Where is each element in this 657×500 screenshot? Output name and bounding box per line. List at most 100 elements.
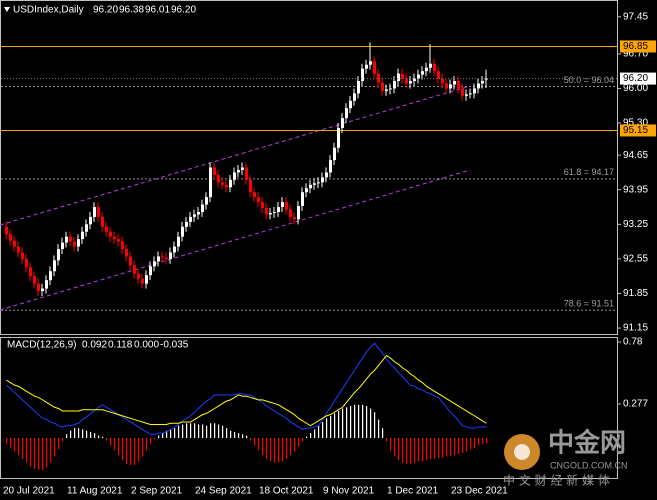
histogram-bar bbox=[242, 434, 244, 439]
y-tick-label: 0.78 bbox=[623, 337, 643, 348]
histogram-bar bbox=[10, 438, 12, 448]
candle-body bbox=[169, 252, 172, 259]
candle-body bbox=[57, 249, 60, 261]
candle-body bbox=[349, 100, 352, 109]
candle-body bbox=[413, 78, 416, 82]
candle-body bbox=[229, 179, 232, 188]
watermark-site: CNGOLD.COM.CN bbox=[550, 460, 628, 470]
readout-close: 96.20 bbox=[171, 5, 196, 16]
channel-lower bbox=[0, 169, 471, 311]
histogram-bar bbox=[254, 438, 256, 446]
menu-triangle[interactable] bbox=[4, 7, 10, 12]
candle-body bbox=[105, 226, 108, 232]
candle-body bbox=[473, 88, 476, 94]
histogram-bar bbox=[106, 438, 108, 441]
histogram-bar bbox=[462, 438, 464, 453]
histogram-bar bbox=[30, 438, 32, 467]
candle-body bbox=[149, 266, 152, 276]
candle-body bbox=[461, 88, 464, 96]
histogram-bar bbox=[138, 438, 140, 462]
candle-body bbox=[373, 61, 376, 74]
level-label: 96.85 bbox=[623, 41, 648, 52]
y-tick-label: 91.85 bbox=[623, 288, 648, 299]
histogram-bar bbox=[86, 430, 88, 439]
candle-body bbox=[377, 73, 380, 83]
histogram-bar bbox=[198, 424, 200, 439]
macd-readout: 0.118 bbox=[108, 340, 133, 351]
histogram-bar bbox=[38, 438, 40, 471]
y-tick-label: 93.25 bbox=[623, 219, 648, 230]
candle-body bbox=[261, 202, 264, 209]
watermark-brand: 中金网 bbox=[548, 428, 626, 459]
macd-readout: 0.092 bbox=[82, 340, 107, 351]
histogram-bar bbox=[142, 438, 144, 457]
histogram-bar bbox=[294, 438, 296, 452]
histogram-bar bbox=[314, 429, 316, 439]
histogram-bar bbox=[42, 438, 44, 471]
histogram-bar bbox=[166, 430, 168, 439]
histogram-bar bbox=[414, 438, 416, 463]
x-tick-label: 11 Aug 2021 bbox=[67, 486, 123, 497]
histogram-bar bbox=[334, 413, 336, 439]
histogram-bar bbox=[178, 425, 180, 439]
histogram-bar bbox=[226, 428, 228, 439]
y-tick-label: 96.00 bbox=[623, 83, 648, 94]
histogram-bar bbox=[418, 438, 420, 462]
candle-body bbox=[273, 211, 276, 213]
candle-body bbox=[25, 258, 28, 268]
channel-upper bbox=[0, 85, 471, 226]
candle-body bbox=[73, 241, 76, 247]
level-label: 95.15 bbox=[623, 125, 648, 136]
candle-body bbox=[393, 81, 396, 89]
candle-body bbox=[165, 257, 168, 259]
histogram-bar bbox=[398, 438, 400, 461]
candle-body bbox=[293, 216, 296, 220]
candle-body bbox=[321, 177, 324, 183]
histogram-bar bbox=[306, 436, 308, 439]
histogram-bar bbox=[194, 423, 196, 439]
candle-body bbox=[409, 81, 412, 84]
candle-body bbox=[141, 278, 144, 284]
histogram-bar bbox=[378, 419, 380, 439]
candle-body bbox=[465, 94, 468, 96]
watermark-tagline: 中 文 财 经 新 媒 体 bbox=[503, 473, 610, 488]
histogram-bar bbox=[218, 424, 220, 439]
candle-body bbox=[129, 256, 132, 266]
candle-body bbox=[153, 261, 156, 267]
histogram-bar bbox=[222, 425, 224, 439]
macd-title: MACD(12,26,9) bbox=[7, 340, 76, 351]
candle-body bbox=[237, 169, 240, 173]
level-tag bbox=[620, 124, 656, 137]
candle-body bbox=[217, 174, 220, 183]
candle-body bbox=[41, 288, 44, 292]
candle-body bbox=[365, 64, 368, 69]
candle-body bbox=[313, 183, 316, 185]
histogram-bar bbox=[170, 429, 172, 439]
symbol-title: USDIndex,Daily bbox=[13, 5, 84, 16]
macd-readout: -0.035 bbox=[160, 340, 189, 351]
main-panel-frame bbox=[0, 0, 618, 335]
candle-body bbox=[69, 236, 72, 242]
histogram-bar bbox=[118, 438, 120, 456]
histogram-bar bbox=[362, 404, 364, 439]
candle-body bbox=[449, 84, 452, 89]
histogram-bar bbox=[382, 428, 384, 439]
histogram-bar bbox=[26, 438, 28, 463]
histogram-bar bbox=[234, 431, 236, 439]
candle-body bbox=[117, 239, 120, 242]
candle-body bbox=[225, 184, 228, 188]
histogram-bar bbox=[18, 438, 20, 456]
candle-body bbox=[193, 214, 196, 217]
candle-body bbox=[205, 197, 208, 205]
histogram-bar bbox=[50, 438, 52, 463]
y-tick-label: 92.55 bbox=[623, 254, 648, 265]
candle-body bbox=[197, 211, 200, 215]
histogram-bar bbox=[278, 438, 280, 463]
candle-body bbox=[401, 73, 404, 79]
candle-body bbox=[437, 71, 440, 79]
candle-body bbox=[93, 207, 96, 217]
histogram-bar bbox=[174, 428, 176, 439]
x-tick-label: 24 Sep 2021 bbox=[195, 486, 252, 497]
